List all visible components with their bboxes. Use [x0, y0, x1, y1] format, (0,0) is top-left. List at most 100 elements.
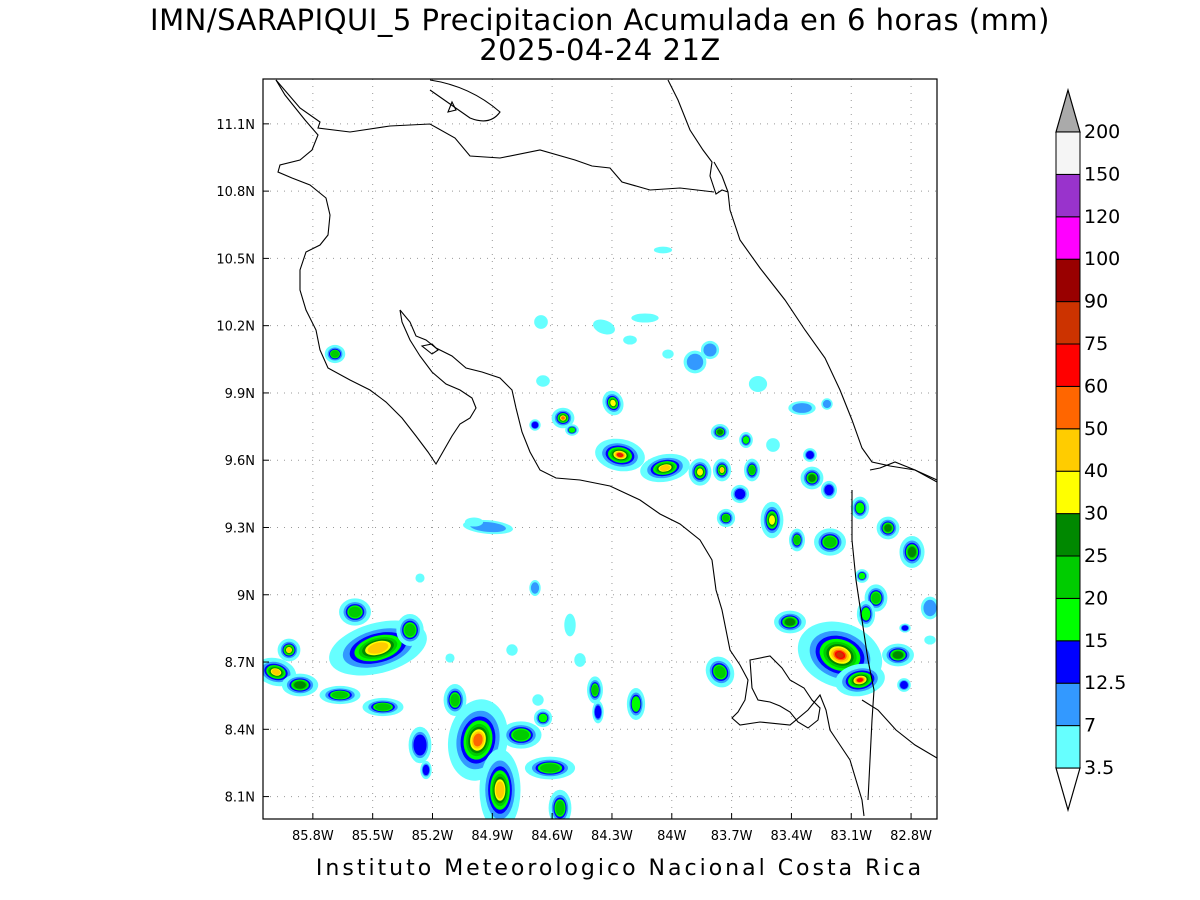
rain-cell — [920, 596, 937, 620]
rain-cell — [362, 697, 404, 717]
coastlines — [275, 79, 937, 817]
rain-level-8 — [473, 733, 483, 747]
rain-cell — [464, 517, 484, 527]
rain-level-2 — [594, 705, 602, 719]
colorbar-label: 90 — [1084, 291, 1108, 313]
rain-cell — [897, 678, 911, 692]
rain-level-9 — [856, 677, 864, 683]
lake-nicaragua-shore — [429, 79, 501, 122]
lon-tick-label: 83.7W — [711, 829, 753, 844]
colorbar-label: 20 — [1084, 587, 1108, 609]
rain-cell — [899, 536, 925, 568]
rain-level-0 — [532, 694, 544, 706]
rain-cell — [800, 466, 824, 490]
rain-level-4 — [555, 800, 565, 816]
rain-cell — [814, 528, 846, 556]
rain-level-10 — [836, 652, 844, 658]
rain-level-5 — [892, 651, 904, 659]
rain-cell — [339, 598, 371, 626]
colorbar: 3.5 7 12.5 15 20 25 30 40 50 60 75 90 100 120 150 200 — [1055, 87, 1126, 813]
rain-level-1 — [822, 399, 832, 409]
colorbar-label: 30 — [1084, 503, 1108, 525]
rain-cell — [602, 390, 624, 416]
rain-cell — [534, 315, 548, 329]
map-title: IMN/SARAPIQUI_5 Precipitacion Acumulada … — [150, 3, 1050, 37]
rain-cell — [443, 684, 467, 716]
rain-level-0 — [662, 349, 674, 359]
rain-cell — [803, 448, 817, 462]
rain-cell — [319, 685, 361, 705]
rain-level-0 — [415, 573, 425, 583]
colorbar-label: 100 — [1084, 248, 1120, 270]
rain-level-2 — [422, 764, 430, 776]
rain-cell — [587, 676, 603, 704]
rain-cell — [688, 458, 712, 486]
rain-cell — [850, 496, 870, 520]
colorbar-swatch — [1055, 216, 1081, 260]
rain-level-7 — [720, 467, 724, 473]
lon-tick-label: 84W — [657, 829, 687, 844]
rain-level-1 — [923, 599, 937, 617]
colorbar-swatch — [1055, 470, 1081, 515]
rain-level-0 — [564, 613, 576, 637]
colorbar-max-arrow — [1055, 87, 1081, 133]
rain-level-5 — [717, 429, 723, 435]
colorbar-swatch — [1055, 597, 1081, 642]
lat-tick-label: 8.4N — [225, 723, 255, 738]
colorbar-label: 15 — [1084, 630, 1108, 652]
lon-tick-label: 85.5W — [352, 829, 394, 844]
rain-cell — [593, 319, 615, 335]
colorbar-swatch — [1055, 131, 1081, 175]
rain-cell — [529, 580, 541, 596]
rain-level-3 — [855, 502, 865, 514]
lon-tick-label: 85.8W — [292, 829, 334, 844]
rain-level-4 — [512, 729, 530, 741]
chira-island — [420, 343, 439, 355]
rain-cell — [623, 335, 637, 345]
rain-level-8 — [561, 416, 565, 420]
rain-cell — [533, 708, 553, 728]
rain-cell — [712, 458, 732, 482]
lon-tick-label: 85.2W — [412, 829, 454, 844]
rain-level-7 — [659, 465, 671, 471]
rain-level-0 — [631, 313, 659, 323]
rain-level-2 — [734, 488, 746, 500]
colorbar-label: 150 — [1084, 163, 1120, 185]
lon-tick-label: 83.1W — [830, 829, 872, 844]
rain-level-5 — [294, 681, 306, 689]
rain-level-4 — [591, 684, 599, 696]
rain-cell — [479, 748, 521, 819]
rain-cell — [506, 644, 518, 656]
rain-cell — [766, 438, 780, 452]
colorbar-swatch — [1055, 258, 1081, 303]
rain-level-0 — [445, 653, 455, 663]
rain-level-2 — [900, 681, 908, 689]
latitude-axis: 11.1N 10.8N 10.5N 10.2N 9.9N 9.6N 9.3N 9N 8.7N 8.… — [216, 118, 269, 806]
colorbar-swatch — [1055, 555, 1081, 599]
colorbar-min-arrow — [1055, 767, 1081, 813]
rain-cell — [324, 344, 346, 364]
rain-cell — [705, 656, 735, 688]
colorbar-swatch — [1055, 173, 1081, 218]
colorbar-swatch — [1055, 682, 1081, 727]
rain-cell — [500, 721, 542, 749]
rain-cell — [653, 246, 673, 254]
rain-cell — [277, 638, 301, 662]
rain-level-2 — [824, 484, 834, 496]
rain-cell — [700, 340, 720, 360]
panama-coast — [869, 461, 937, 483]
rain-level-0 — [536, 375, 550, 387]
rain-cell — [565, 424, 579, 436]
colorbar-swatch — [1055, 640, 1081, 684]
rain-cell — [788, 401, 816, 415]
lon-tick-label: 84.6W — [531, 829, 573, 844]
rain-cell — [739, 432, 753, 448]
rain-cell — [821, 480, 837, 500]
rain-level-4 — [714, 665, 726, 679]
rain-cell — [396, 614, 424, 646]
rain-level-6 — [769, 515, 775, 525]
rain-level-0 — [534, 315, 548, 329]
footer-credit: Instituto Meteorologico Nacional Costa R… — [315, 856, 925, 881]
rain-level-2 — [901, 625, 909, 631]
rain-level-4 — [348, 606, 362, 618]
